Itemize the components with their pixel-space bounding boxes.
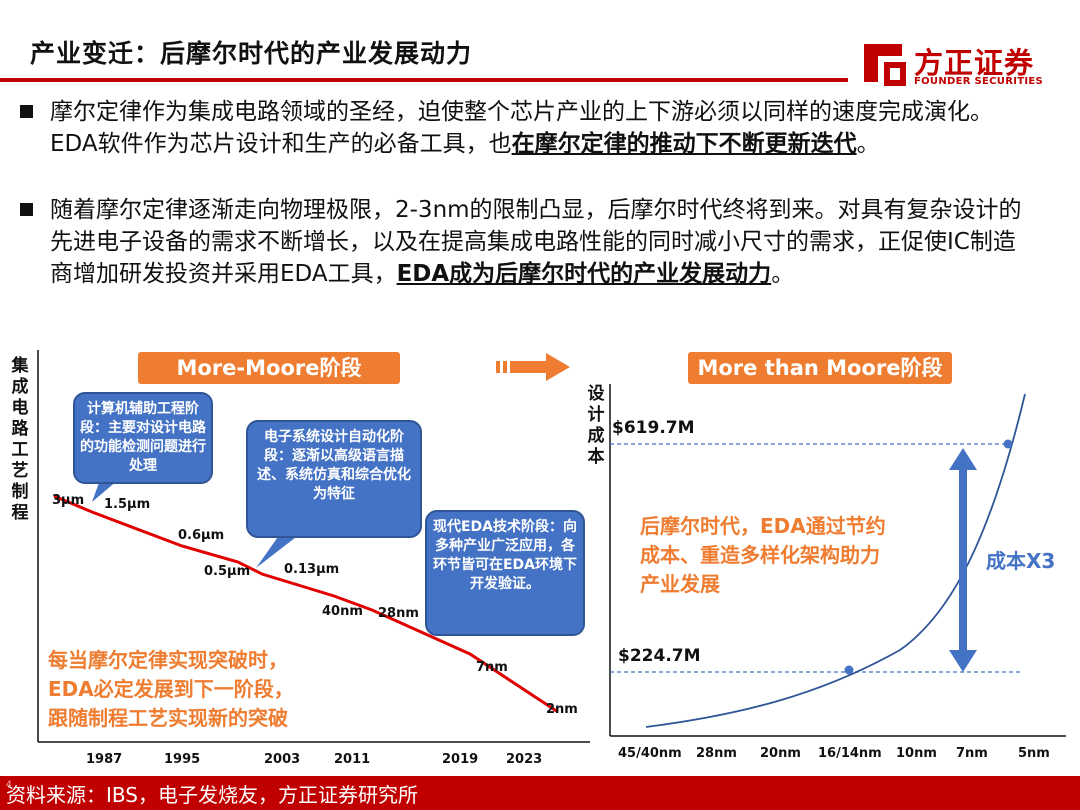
point-label: 3μm [52,493,85,508]
x-tick-label: 2019 [442,752,479,767]
brand-logo: 方正证券 FOUNDER SECURITIES [862,38,1052,94]
x-tick-label: 10nm [896,746,937,761]
bullet-2-end: 。 [771,261,795,287]
right-cost-chart [609,384,1066,737]
left-note-line: 每当摩尔定律实现突破时， [48,648,288,672]
logo-chinese-name: 方正证券 [914,46,1035,80]
point-label: 1.5μm [104,497,151,512]
right-y-axis-label: 设计成本 [587,384,605,467]
low-cost-point [844,665,854,675]
left-note-line: EDA必定发展到下一阶段， [48,677,294,701]
point-label: 28nm [378,606,419,621]
bullet-1-text: 摩尔定律作为集成电路领域的圣经，迫使整个芯片产业的上下游必须以同样的速度完成演化… [50,99,993,157]
left-note-line: 跟随制程工艺实现新的突破 [48,706,288,730]
bubble-modern-eda-stage: 现代EDA技术阶段：向多种产业广泛应用，各环节皆可在EDA环境下开发验证。 [425,510,585,636]
high-cost-point [1003,439,1013,449]
up-arrow-icon [949,448,977,470]
left-process-chart [37,350,590,743]
low-cost-label: $224.7M [618,646,701,666]
founder-logo-icon [864,44,906,86]
right-note-line: 后摩尔时代，EDA通过节约 [640,514,886,538]
process-line [53,494,559,714]
down-arrow-icon [949,650,977,672]
right-note-line: 成本、重造多样化架构助力 [640,543,880,567]
bullet-2-text: 随着摩尔定律逐渐走向物理极限，2-3nm的限制凸显，后摩尔时代终将到来。对具有复… [50,197,1022,287]
cost-curve [645,393,1026,728]
left-y-axis-label: 集成电路工艺制程 [11,356,29,523]
bullet-square-icon [20,105,33,118]
point-label: 7nm [476,660,508,675]
x-tick-label: 2023 [506,752,543,767]
x-tick-label: 45/40nm [618,746,682,761]
process-node-line [53,494,559,714]
point-label: 40nm [322,604,363,619]
x-tick-label: 5nm [1018,746,1050,761]
x-tick-label: 28nm [696,746,737,761]
point-label: 0.13μm [284,562,340,577]
bullet-1-end: 。 [856,131,880,157]
point-label: 0.5μm [204,564,251,579]
x-tick-label: 16/14nm [818,746,882,761]
source-text: 资料来源：IBS，电子发烧友，方正证券研究所 [6,783,418,807]
bubble-esda-stage: 电子系统设计自动化阶段：逐渐以高级语言描述、系统仿真和综合优化为特征 [246,420,422,538]
right-note-line: 产业发展 [640,572,720,596]
cost-multiplier-label: 成本X3 [986,549,1056,573]
bullet-2-highlight: EDA成为后摩尔时代的产业发展动力 [396,261,772,287]
x-tick-label: 20nm [760,746,801,761]
x-tick-label: 2003 [264,752,301,767]
point-label: 2nm [546,702,578,717]
x-tick-label: 1987 [86,752,123,767]
bullet-paragraph-1: 摩尔定律作为集成电路领域的圣经，迫使整个芯片产业的上下游必须以同样的速度完成演化… [50,96,1035,160]
bullet-1-highlight: 在摩尔定律的推动下不断更新迭代 [511,131,857,157]
source-footer: 资料来源：IBS，电子发烧友，方正证券研究所 4 [0,776,1080,810]
page-title: 产业变迁：后摩尔时代的产业发展动力 [30,39,473,68]
more-than-moore-badge: More than Moore阶段 [688,352,952,384]
bullet-square-icon [20,203,33,216]
bullet-paragraph-2: 随着摩尔定律逐渐走向物理极限，2-3nm的限制凸显，后摩尔时代终将到来。对具有复… [50,194,1035,290]
transition-arrow-icon [496,353,570,381]
logo-english-name: FOUNDER SECURITIES [914,76,1044,87]
bubble-cae-stage: 计算机辅助工程阶段：主要对设计电路的功能检测问题进行处理 [73,392,213,484]
more-moore-badge: More-Moore阶段 [138,352,400,384]
x-tick-label: 2011 [334,752,371,767]
x-tick-label: 7nm [956,746,988,761]
page-number: 4 [6,780,12,790]
x-tick-label: 1995 [164,752,201,767]
title-underline [0,78,848,82]
high-cost-label: $619.7M [612,418,695,438]
point-label: 0.6μm [178,528,225,543]
